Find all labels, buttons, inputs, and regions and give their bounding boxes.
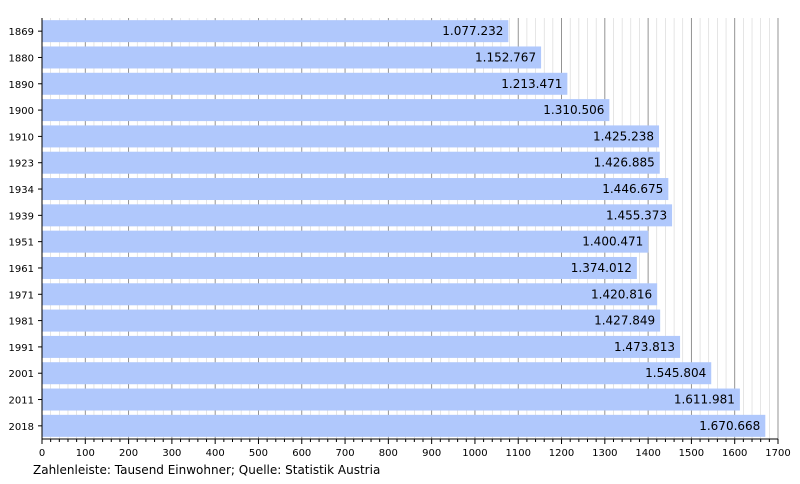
value-label-1890: 1.213.471 bbox=[501, 77, 562, 91]
x-tick-label-400: 400 bbox=[206, 448, 225, 459]
value-label-1880: 1.152.767 bbox=[475, 50, 536, 64]
x-tick-label-1500: 1500 bbox=[679, 448, 704, 459]
bar-1981 bbox=[42, 309, 661, 332]
value-label-1934: 1.446.675 bbox=[602, 182, 663, 196]
category-label-1890: 1890 bbox=[9, 80, 34, 91]
category-label-1961: 1961 bbox=[9, 264, 34, 275]
value-label-1923: 1.426.885 bbox=[594, 156, 655, 170]
x-tick-label-1400: 1400 bbox=[635, 448, 660, 459]
category-label-1923: 1923 bbox=[9, 159, 34, 170]
x-tick-label-500: 500 bbox=[249, 448, 268, 459]
x-tick-label-900: 900 bbox=[422, 448, 441, 459]
category-label-2001: 2001 bbox=[9, 369, 34, 380]
x-tick-label-600: 600 bbox=[292, 448, 311, 459]
bar-1923 bbox=[42, 151, 660, 174]
x-tick-label-700: 700 bbox=[336, 448, 355, 459]
category-label-1991: 1991 bbox=[9, 343, 34, 354]
bar-1900 bbox=[42, 99, 610, 122]
bar-2011 bbox=[42, 388, 740, 411]
chart-caption: Zahlenleiste: Tausend Einwohner; Quelle:… bbox=[33, 463, 381, 477]
bar-1991 bbox=[42, 335, 681, 358]
bar-1869 bbox=[42, 20, 509, 43]
category-label-1869: 1869 bbox=[9, 27, 34, 38]
value-label-1939: 1.455.373 bbox=[606, 208, 667, 222]
bar-layer: 1.077.232 1.152.767 1.213.471 1.310.506 1.42… bbox=[42, 20, 766, 437]
category-label-2011: 2011 bbox=[9, 396, 34, 407]
bar-1939 bbox=[42, 204, 673, 227]
x-tick-label-1300: 1300 bbox=[592, 448, 617, 459]
x-tick-label-800: 800 bbox=[379, 448, 398, 459]
x-tick-label-300: 300 bbox=[162, 448, 181, 459]
x-tick-label-0: 0 bbox=[39, 448, 45, 459]
category-label-1934: 1934 bbox=[9, 185, 34, 196]
value-label-1961: 1.374.012 bbox=[571, 261, 632, 275]
value-label-1869: 1.077.232 bbox=[442, 24, 503, 38]
category-label-1981: 1981 bbox=[9, 317, 34, 328]
value-label-1981: 1.427.849 bbox=[594, 314, 655, 328]
bar-1880 bbox=[42, 46, 542, 69]
x-tick-label-1600: 1600 bbox=[722, 448, 747, 459]
category-label-1971: 1971 bbox=[9, 290, 34, 301]
value-label-1951: 1.400.471 bbox=[582, 235, 643, 249]
category-label-1910: 1910 bbox=[9, 132, 34, 143]
bar-2001 bbox=[42, 362, 712, 385]
x-tick-label-100: 100 bbox=[76, 448, 95, 459]
bar-1910 bbox=[42, 125, 660, 148]
axis-layer: 1869 1880 1890 1900 1910 1923 1934 1939 1951 1961… bbox=[9, 18, 791, 459]
value-label-2011: 1.611.981 bbox=[674, 393, 735, 407]
category-label-1880: 1880 bbox=[9, 53, 34, 64]
x-tick-label-1200: 1200 bbox=[549, 448, 574, 459]
bar-1971 bbox=[42, 283, 658, 306]
category-label-1951: 1951 bbox=[9, 238, 34, 249]
x-tick-label-200: 200 bbox=[119, 448, 138, 459]
value-label-1910: 1.425.238 bbox=[593, 129, 654, 143]
value-label-1900: 1.310.506 bbox=[543, 103, 604, 117]
x-tick-label-1000: 1000 bbox=[462, 448, 487, 459]
bar-1951 bbox=[42, 230, 649, 253]
bar-1934 bbox=[42, 178, 669, 201]
x-tick-label-1100: 1100 bbox=[506, 448, 531, 459]
category-label-1939: 1939 bbox=[9, 211, 34, 222]
bar-1890 bbox=[42, 72, 568, 95]
category-label-2018: 2018 bbox=[9, 422, 34, 433]
bar-1961 bbox=[42, 256, 637, 279]
value-label-2001: 1.545.804 bbox=[645, 366, 706, 380]
x-tick-label-1700: 1700 bbox=[765, 448, 790, 459]
category-label-1900: 1900 bbox=[9, 106, 34, 117]
bar-2018 bbox=[42, 414, 766, 437]
value-label-1971: 1.420.816 bbox=[591, 287, 652, 301]
value-label-2018: 1.670.668 bbox=[699, 419, 760, 433]
value-label-1991: 1.473.813 bbox=[614, 340, 675, 354]
